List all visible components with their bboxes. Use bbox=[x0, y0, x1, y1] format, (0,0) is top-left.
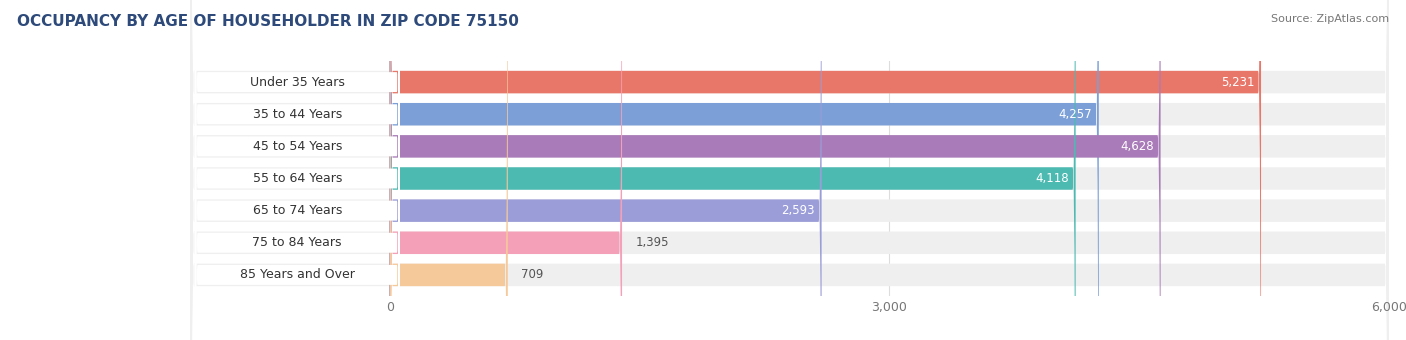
Text: 4,628: 4,628 bbox=[1121, 140, 1154, 153]
FancyBboxPatch shape bbox=[195, 0, 399, 340]
Text: 35 to 44 Years: 35 to 44 Years bbox=[253, 108, 342, 121]
FancyBboxPatch shape bbox=[195, 0, 399, 340]
FancyBboxPatch shape bbox=[195, 0, 399, 340]
Text: 85 Years and Over: 85 Years and Over bbox=[240, 268, 354, 282]
Text: 65 to 74 Years: 65 to 74 Years bbox=[253, 204, 342, 217]
FancyBboxPatch shape bbox=[389, 0, 621, 340]
Text: 55 to 64 Years: 55 to 64 Years bbox=[253, 172, 342, 185]
Text: 709: 709 bbox=[522, 268, 544, 282]
FancyBboxPatch shape bbox=[191, 0, 1388, 340]
Text: 1,395: 1,395 bbox=[636, 236, 669, 249]
FancyBboxPatch shape bbox=[191, 0, 1388, 340]
Text: OCCUPANCY BY AGE OF HOUSEHOLDER IN ZIP CODE 75150: OCCUPANCY BY AGE OF HOUSEHOLDER IN ZIP C… bbox=[17, 14, 519, 29]
FancyBboxPatch shape bbox=[389, 0, 1076, 340]
FancyBboxPatch shape bbox=[195, 0, 399, 340]
Text: 5,231: 5,231 bbox=[1220, 75, 1254, 89]
FancyBboxPatch shape bbox=[191, 0, 1388, 340]
FancyBboxPatch shape bbox=[389, 0, 1099, 340]
Text: Under 35 Years: Under 35 Years bbox=[250, 75, 344, 89]
Text: 4,257: 4,257 bbox=[1059, 108, 1092, 121]
FancyBboxPatch shape bbox=[389, 0, 1160, 340]
Text: 4,118: 4,118 bbox=[1035, 172, 1069, 185]
FancyBboxPatch shape bbox=[389, 0, 821, 340]
FancyBboxPatch shape bbox=[191, 0, 1388, 340]
FancyBboxPatch shape bbox=[195, 0, 399, 340]
FancyBboxPatch shape bbox=[191, 0, 1388, 340]
Text: 45 to 54 Years: 45 to 54 Years bbox=[253, 140, 342, 153]
FancyBboxPatch shape bbox=[191, 0, 1388, 340]
Text: 2,593: 2,593 bbox=[782, 204, 815, 217]
FancyBboxPatch shape bbox=[195, 0, 399, 340]
Text: 75 to 84 Years: 75 to 84 Years bbox=[253, 236, 342, 249]
FancyBboxPatch shape bbox=[389, 0, 1261, 340]
FancyBboxPatch shape bbox=[195, 0, 399, 340]
FancyBboxPatch shape bbox=[389, 0, 508, 340]
Text: Source: ZipAtlas.com: Source: ZipAtlas.com bbox=[1271, 14, 1389, 23]
FancyBboxPatch shape bbox=[191, 0, 1388, 340]
